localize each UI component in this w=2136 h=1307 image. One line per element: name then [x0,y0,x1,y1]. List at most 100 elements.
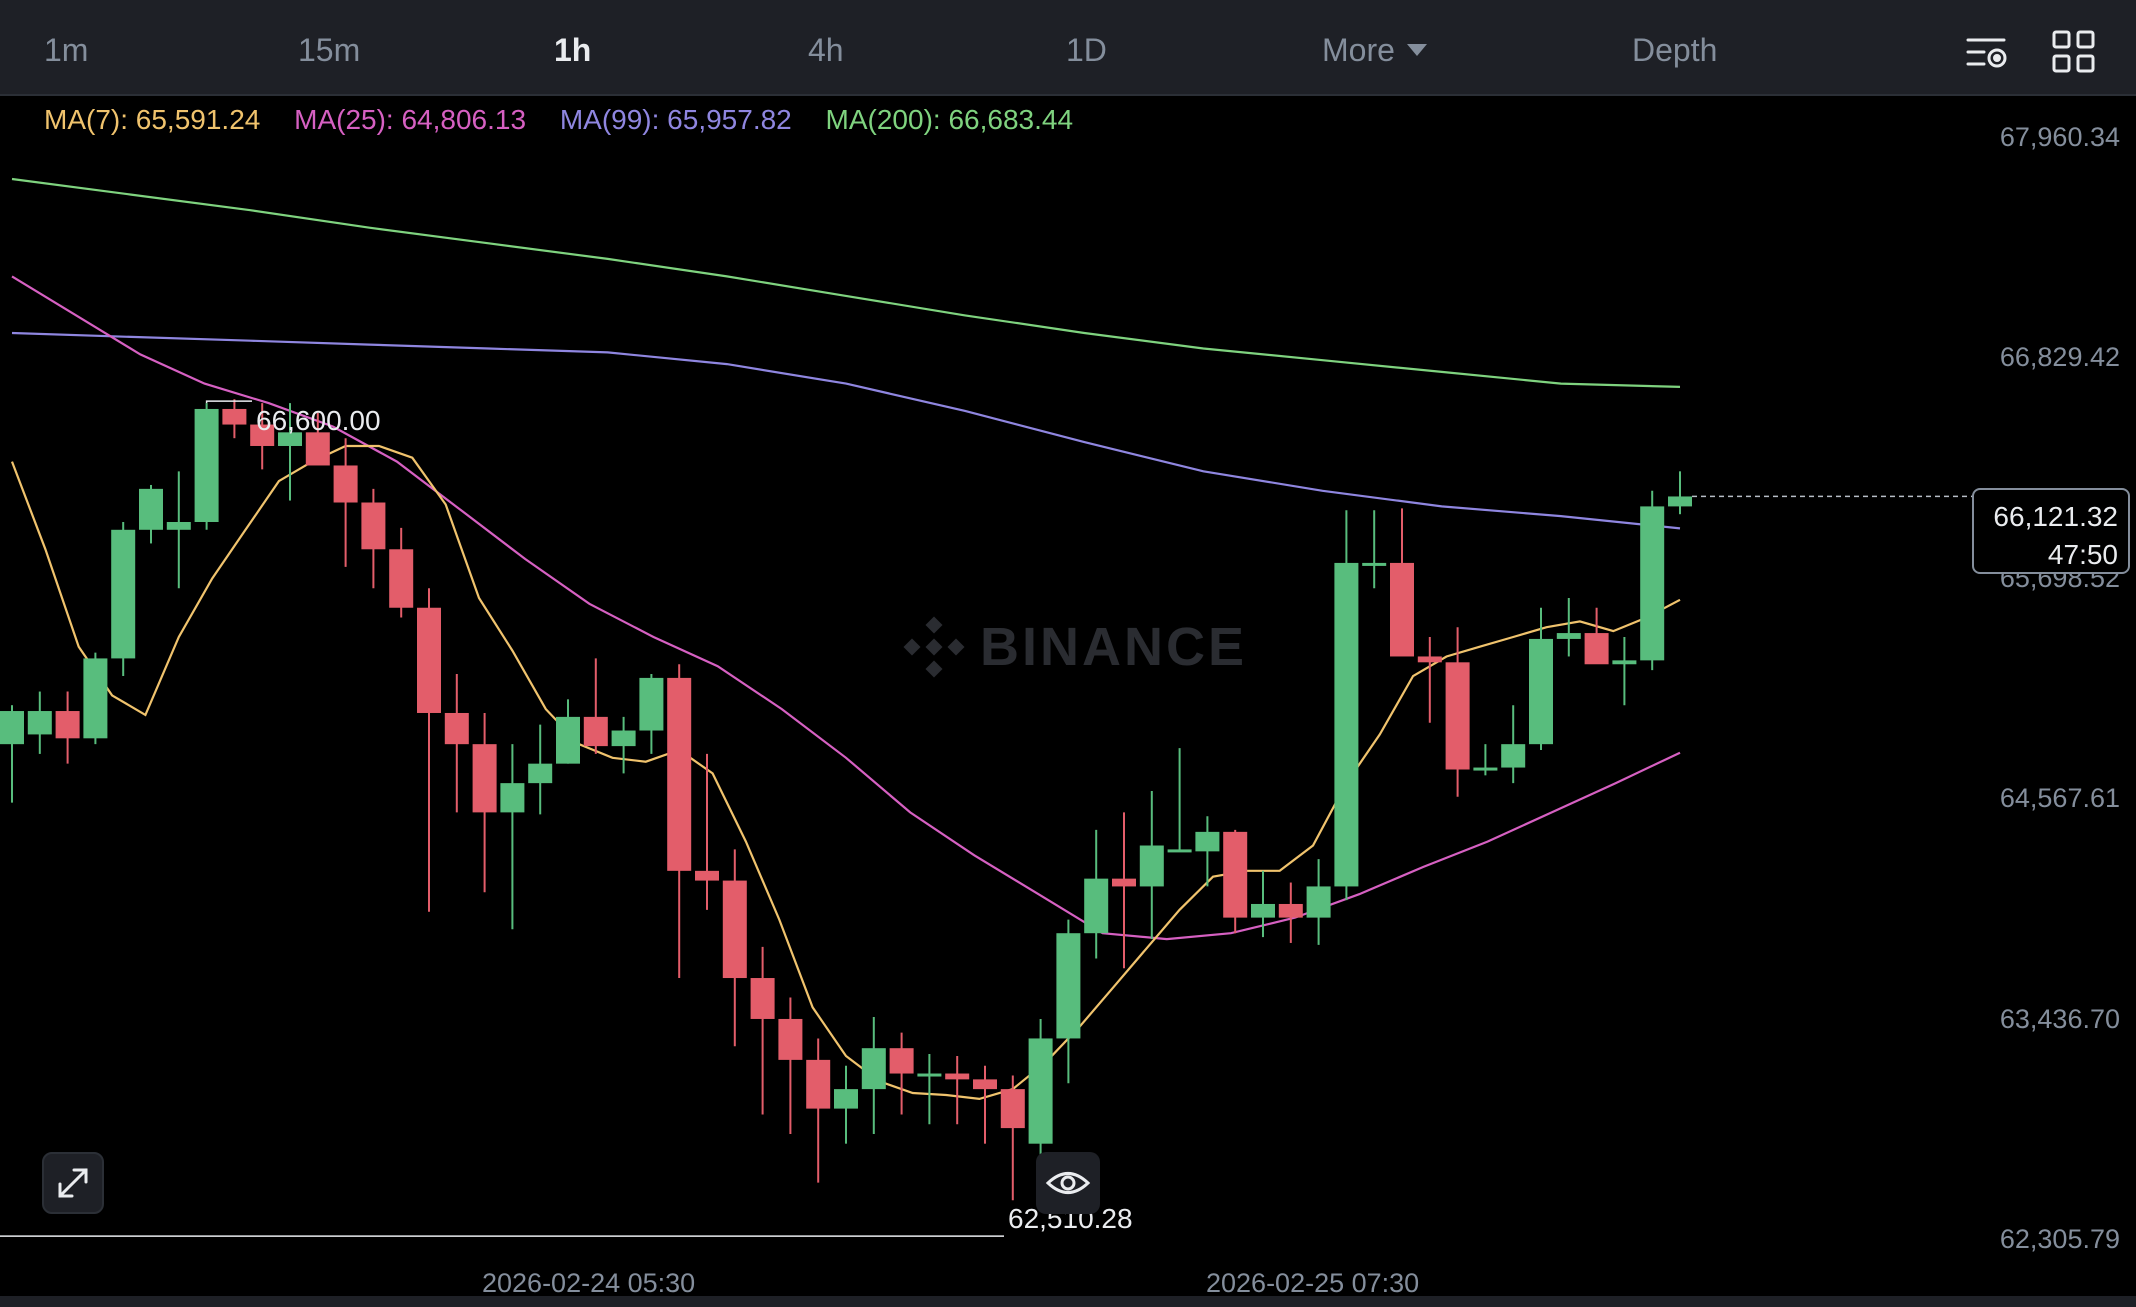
ma7-label: MA(7): 65,591.24 [44,104,261,135]
candle-body [83,658,108,739]
watermark-text: BINANCE [980,617,1248,677]
candle-body [1362,562,1387,566]
candle-body [1417,656,1442,663]
candle-body [611,730,636,747]
candle-body [1223,831,1248,918]
candle-body [194,408,219,522]
ma7-line [10,444,1681,1101]
candle-body [889,1048,914,1074]
price-tick: 62,305.79 [1999,1224,2120,1254]
fullscreen-button[interactable] [42,1152,104,1214]
time-tick: 2026-02-24 05:30 [482,1268,696,1298]
candle-body [1501,744,1526,768]
candle-body [806,1059,831,1109]
candle-body [1306,886,1331,918]
candle-body [1584,633,1609,665]
candle-body [250,424,275,446]
candle-body [500,783,525,813]
candle-body [472,744,497,813]
candle-body [305,432,330,466]
candle-body [444,712,469,745]
toggle-visibility-button[interactable] [1036,1152,1100,1214]
candle-body [861,1048,886,1090]
interval-toolbar: 1m 15m 1h 4h 1D More Depth [0,0,2136,96]
candle-body [1195,831,1220,852]
ma99-line [11,331,1681,530]
candle-body [945,1073,970,1080]
candle-body [1612,660,1637,665]
candlestick-chart[interactable] [0,96,2136,1264]
indicator-settings-icon[interactable] [1964,28,2012,76]
ma99-label: MA(99): 65,957.82 [559,104,792,135]
more-label: More [1322,32,1395,68]
candle-body [1445,662,1470,770]
candle-body [750,978,775,1019]
candle-body [1473,767,1498,771]
ma200-label: MA(200): 66,683.44 [825,104,1074,135]
candle-body [361,502,386,550]
candle-body [139,488,163,530]
candle-body [55,711,80,739]
candle-countdown: 47:50 [2047,539,2118,570]
interval-15m[interactable]: 15m [298,32,361,68]
candle-body [0,711,24,745]
candle-body [1668,496,1692,507]
eye-icon [1045,1172,1091,1194]
candle-body [1000,1089,1025,1129]
candle-body [1112,878,1136,887]
candle-body [111,529,136,659]
ma25-label: MA(25): 64,806.13 [294,104,527,135]
high-price-marker: 66,600.00 [256,405,381,436]
candle-body [1139,845,1164,887]
ma-legend: MA(7): 65,591.24 MA(25): 64,806.13 MA(99… [44,104,1099,136]
depth-tab[interactable]: Depth [1632,32,1718,68]
time-tick: 2026-02-25 07:30 [1206,1268,1420,1298]
binance-logo-icon [903,616,965,678]
candle-body [417,607,441,713]
ma200-line [11,177,1681,388]
candle-body [1390,562,1414,657]
high-leader-line [205,400,252,404]
caret-down-icon [1406,43,1427,56]
more-intervals-dropdown[interactable]: More [1322,32,1427,69]
candle-body [1529,638,1553,745]
interval-1d[interactable]: 1D [1066,32,1107,68]
candle-body [27,711,52,735]
price-tick: 66,829.42 [1999,342,2120,373]
candle-body [1251,903,1275,918]
candle-body [333,465,358,503]
candle-body [1640,506,1665,661]
ma25-line [11,275,1681,941]
price-tick: 64,567.61 [1999,783,2120,814]
exchange-watermark: BINANCE [902,612,1247,682]
candle-body [1167,849,1192,853]
candle-body [222,408,247,425]
candle-body [834,1089,858,1109]
candle-body [917,1073,942,1077]
candle-body [1028,1038,1053,1144]
candle-body [583,716,608,747]
last-price-value: 66,121.32 [1993,501,2118,532]
candle-body [695,870,719,881]
candle-body [639,677,664,731]
candle-body [528,763,553,784]
grid-layout-icon[interactable] [2050,28,2098,76]
candle-body [556,716,580,764]
last-price-marker: 66,121.32 47:50 [1972,488,2130,574]
expand-arrows-icon [58,1168,88,1198]
candle-body [1056,933,1081,1039]
candle-body [1556,633,1581,639]
candle-body [973,1079,997,1090]
price-tick: 67,960.34 [1999,122,2120,152]
candle-body [1334,562,1359,887]
bottom-edge [0,1296,2136,1307]
low-leader-line [0,1235,1004,1237]
candle-body [778,1018,803,1060]
interval-1m[interactable]: 1m [44,32,89,68]
candle-body [278,432,302,446]
candle-body [1278,903,1303,918]
interval-1h[interactable]: 1h [554,32,592,68]
interval-4h[interactable]: 4h [808,32,844,68]
candle-body [1084,878,1109,934]
candle-body [667,677,692,871]
